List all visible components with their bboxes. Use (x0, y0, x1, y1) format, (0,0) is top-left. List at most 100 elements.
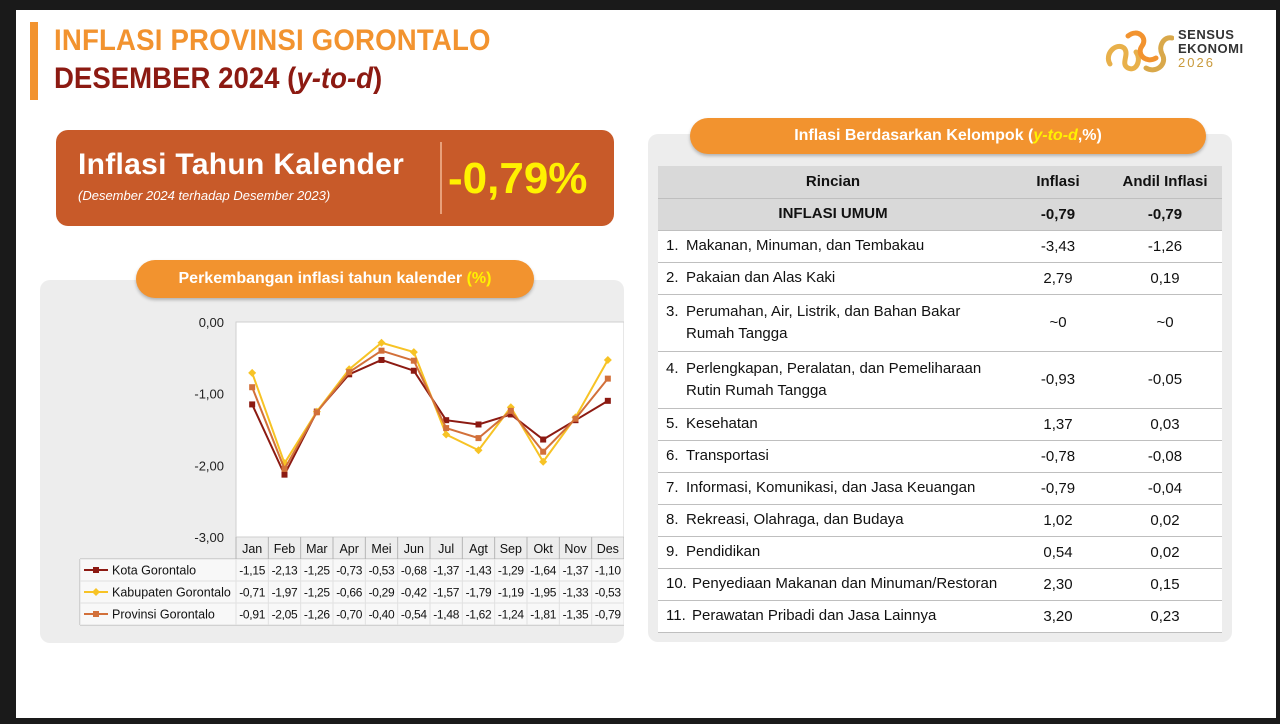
data-point (507, 411, 514, 418)
data-point (540, 448, 547, 455)
header-inflasi: Inflasi (1008, 166, 1108, 199)
row-label: 9. Pendidikan (658, 536, 1008, 569)
row-label-line: 7. Informasi, Komunikasi, dan Jasa Keuang… (666, 477, 1008, 499)
data-value-label: -0,91 (239, 608, 265, 622)
row-inflasi: -0,93 (1008, 351, 1108, 409)
subtitle-close-paren: ) (373, 62, 383, 95)
page-title: INFLASI PROVINSI GORONTALO (54, 24, 491, 57)
subtitle-period-type: y-to-d (296, 62, 374, 95)
data-value-label: -1,62 (466, 608, 492, 622)
data-point (442, 430, 451, 439)
data-value-label: -1,26 (304, 608, 330, 622)
table-row: 8. Rekreasi, Olahraga, dan Budaya 1,02 0,02 (658, 504, 1222, 537)
kpi-value: -0,79% (448, 154, 588, 203)
row-inflasi: -0,78 (1008, 440, 1108, 473)
page-subtitle: DESEMBER 2024 (y-to-d) (54, 62, 382, 96)
row-andil: -1,26 (1108, 230, 1222, 263)
row-label: 6. Transportasi (658, 440, 1008, 473)
data-value-label: -0,53 (595, 586, 621, 600)
data-point (410, 357, 417, 364)
row-andil: -0,04 (1108, 472, 1222, 505)
table-panel-title: Inflasi Berdasarkan Kelompok (y-to-d,%) (690, 118, 1206, 154)
table-row: 3. Perumahan, Air, Listrik, dan Bahan Bak… (658, 294, 1222, 352)
legend-key-marker (93, 611, 99, 617)
logo-line-1: SENSUS (1178, 27, 1235, 42)
data-value-label: -1,24 (498, 608, 524, 622)
data-point (604, 375, 611, 382)
data-point (313, 409, 320, 416)
annual-inflation-card: Inflasi Tahun Kalender (Desember 2024 te… (56, 130, 614, 226)
row-andil: ~0 (1108, 294, 1222, 352)
series-line-3 (251, 349, 609, 472)
table-row-umum: INFLASI UMUM -0,79 -0,79 (658, 198, 1222, 231)
data-value-label: -1,97 (272, 586, 298, 600)
table-row: 10. Penyediaan Makanan dan Minuman/Restor… (658, 568, 1222, 601)
chart-title-unit: (%) (466, 270, 492, 287)
row-label-text: Informasi, Komunikasi, dan Jasa Keuangan (686, 479, 976, 496)
data-value-label: -1,25 (304, 564, 330, 578)
kpi-divider (440, 142, 442, 214)
x-tick-label: Jul (438, 542, 454, 556)
row-andil: -0,79 (1108, 198, 1222, 231)
table-row: 2. Pakaian dan Alas Kaki 2,79 0,19 (658, 262, 1222, 295)
sensus-ekonomi-logo: SENSUS EKONOMI 2026 (1102, 24, 1262, 84)
data-value-label: -0,53 (369, 564, 395, 578)
kpi-label: Inflasi Tahun Kalender (78, 148, 405, 181)
table-header-row: Rincian Inflasi Andil Inflasi (658, 166, 1222, 199)
row-label-text: Makanan, Minuman, dan Tembakau (686, 237, 925, 254)
data-value-label: -1,37 (433, 564, 459, 578)
data-value-label: -1,43 (466, 564, 492, 578)
data-point (281, 465, 288, 472)
data-point (540, 436, 547, 443)
subtitle-main: DESEMBER 2024 (54, 62, 288, 95)
row-label-line: 2. Pakaian dan Alas Kaki (666, 267, 1008, 289)
data-point (346, 369, 353, 376)
row-label-line: 4. Perlengkapan, Peralatan, dan Pemelihar… (666, 358, 1008, 380)
row-label: 7. Informasi, Komunikasi, dan Jasa Keuang… (658, 472, 1008, 505)
data-value-label: -1,15 (239, 564, 265, 578)
row-label-text: Kesehatan (686, 415, 758, 432)
y-tick-label: -3,00 (194, 530, 224, 545)
legend-series-name: Provinsi Gorontalo (112, 608, 215, 622)
row-label-line: 11. Perawatan Pribadi dan Jasa Lainnya (666, 605, 1008, 627)
row-inflasi: ~0 (1008, 294, 1108, 352)
row-andil: 0,02 (1108, 504, 1222, 537)
row-label-line: 10. Penyediaan Makanan dan Minuman/Restor… (666, 573, 1008, 595)
data-point (409, 348, 418, 357)
x-tick-label: Jun (404, 542, 424, 556)
row-label: 10. Penyediaan Makanan dan Minuman/Restor… (658, 568, 1008, 601)
table-row: 7. Informasi, Komunikasi, dan Jasa Keuang… (658, 472, 1222, 505)
data-point (443, 425, 450, 432)
row-andil: 0,19 (1108, 262, 1222, 295)
data-value-label: -0,66 (336, 586, 362, 600)
legend-series-name: Kabupaten Gorontalo (112, 586, 231, 600)
row-number: 6. (666, 447, 679, 464)
y-tick-label: -2,00 (194, 458, 224, 473)
row-inflasi: 2,79 (1008, 262, 1108, 295)
row-number: 10. (666, 575, 687, 592)
x-tick-label: Sep (500, 542, 522, 556)
row-inflasi: 1,02 (1008, 504, 1108, 537)
row-label-text: Perawatan Pribadi dan Jasa Lainnya (692, 607, 937, 624)
data-value-label: -1,64 (530, 564, 556, 578)
table-row: 4. Perlengkapan, Peralatan, dan Pemelihar… (658, 351, 1222, 409)
data-point (474, 446, 483, 455)
row-number: 3. (666, 302, 679, 320)
data-point (248, 368, 257, 377)
data-point (281, 471, 288, 478)
x-tick-label: Feb (274, 542, 296, 556)
data-value-label: -0,29 (369, 586, 395, 600)
x-tick-label: Des (597, 542, 619, 556)
legend-key-marker (93, 567, 99, 573)
row-label: 5. Kesehatan (658, 408, 1008, 441)
row-label-text: Pakaian dan Alas Kaki (686, 269, 836, 286)
data-value-label: -2,05 (272, 608, 298, 622)
subtitle-open-paren: ( (287, 62, 297, 95)
row-number: 1. (666, 237, 679, 254)
row-label: 11. Perawatan Pribadi dan Jasa Lainnya (658, 600, 1008, 633)
table-row: 9. Pendidikan 0,54 0,02 (658, 536, 1222, 569)
data-point (603, 355, 612, 364)
data-value-label: -1,33 (563, 586, 589, 600)
row-number: 7. (666, 479, 679, 496)
table-bg (80, 559, 624, 625)
